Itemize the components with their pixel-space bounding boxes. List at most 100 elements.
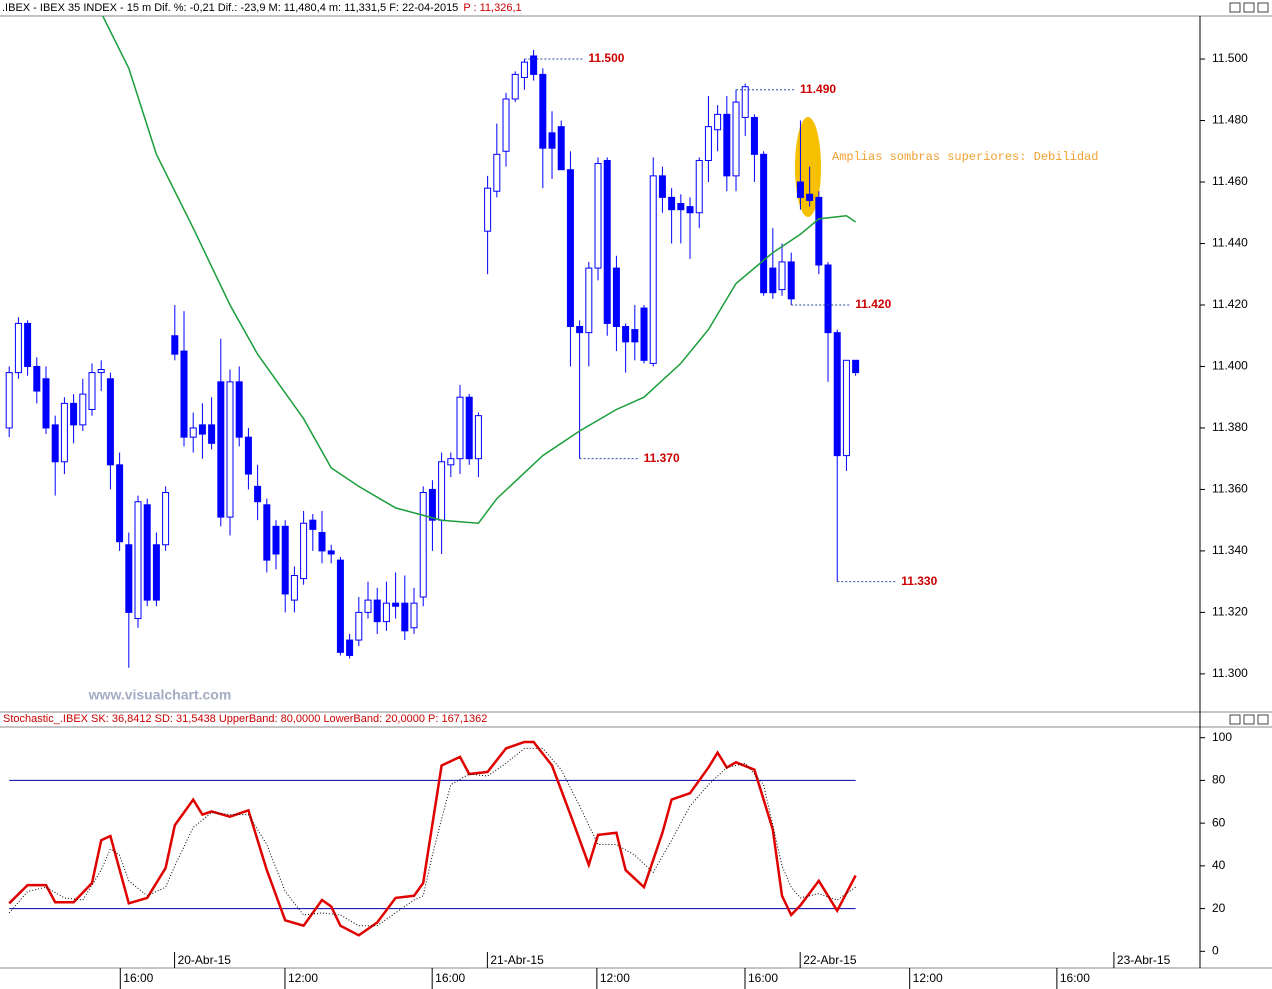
stochastic-line [8, 740, 857, 937]
candle-body [456, 396, 464, 460]
candle-body [622, 325, 630, 343]
x-tick-label: 12:00 [288, 971, 318, 985]
candle-body [566, 169, 574, 327]
y-tick-label: 11.400 [1212, 359, 1248, 373]
y-tick-label: 11.340 [1212, 543, 1248, 557]
header-info: .IBEX - IBEX 35 INDEX - 15 m Dif. %: -0,… [2, 2, 458, 14]
header-price: P : 11,326,1 [463, 2, 521, 14]
candle-body [198, 424, 206, 435]
candle-body [778, 261, 786, 291]
y-tick-label: 11.480 [1212, 113, 1248, 127]
y-tick-label: 11.460 [1212, 174, 1248, 188]
candle-body [787, 261, 795, 300]
candle-body [263, 504, 271, 561]
candle-body [824, 264, 832, 334]
y-tick-label: 40 [1212, 858, 1226, 872]
x-tick-label: 16:00 [435, 971, 465, 985]
candle-body [465, 396, 473, 460]
y-tick-label: 11.440 [1212, 236, 1248, 250]
candle-body [318, 531, 326, 552]
x-tick-label: 16:00 [1060, 971, 1090, 985]
candle-body [686, 206, 694, 214]
candle-body [309, 519, 317, 530]
candle-body [226, 381, 234, 518]
candle-body [631, 329, 639, 343]
candle-body [750, 116, 758, 155]
candle-body [364, 599, 372, 613]
day-tick-label: 20-Abr-15 [178, 953, 232, 967]
candle-body [695, 159, 703, 214]
candle-body [217, 381, 225, 518]
candle-body [5, 372, 13, 429]
day-tick-label: 21-Abr-15 [490, 953, 544, 967]
maximize-button[interactable] [1243, 714, 1255, 725]
candle-body [714, 113, 722, 131]
y-tick-label: 20 [1212, 901, 1226, 915]
header-text: .IBEX - IBEX 35 INDEX - 15 m Dif. %: -0,… [2, 2, 522, 14]
candle-body [557, 126, 565, 171]
candle-body [244, 436, 252, 475]
candle-body [42, 378, 50, 429]
candle-body [493, 153, 501, 192]
candle-body [548, 132, 556, 149]
candle-body [806, 193, 814, 201]
candle-body [484, 187, 492, 232]
candle-body [152, 544, 160, 601]
y-tick-label: 0 [1212, 943, 1219, 957]
stochastic-plot [8, 740, 857, 937]
candle-body [428, 488, 436, 521]
candle-body [658, 175, 666, 198]
candle-body [290, 575, 298, 601]
candle-body [732, 101, 740, 177]
candle-body [539, 73, 547, 149]
minimize-button[interactable] [1229, 714, 1241, 725]
candle-body [88, 372, 96, 410]
maximize-button[interactable] [1243, 2, 1255, 13]
candle-body [852, 359, 860, 374]
candle-body [842, 359, 850, 457]
level-label: 11.490 [800, 82, 836, 96]
level-label: 11.370 [644, 451, 680, 465]
y-tick-label: 11.360 [1212, 482, 1248, 496]
candle-body [576, 325, 584, 334]
candle-body [447, 458, 455, 466]
candle-body [143, 504, 151, 601]
candle-body [336, 559, 344, 653]
candle-body [346, 639, 354, 656]
stochastic-title: Stochastic_.IBEX SK: 36,8412 SD: 31,5438… [3, 713, 487, 725]
candle-body [438, 461, 446, 521]
candle-body [401, 602, 409, 632]
stochastic-line [8, 747, 856, 927]
day-tick-label: 23-Abr-15 [1117, 953, 1171, 967]
close-button[interactable] [1257, 714, 1269, 725]
watermark: www.visualchart.com [88, 687, 232, 703]
candle-body [116, 464, 124, 543]
level-label: 11.500 [588, 51, 624, 65]
candle-body [382, 602, 390, 623]
candle-body [474, 415, 482, 460]
candle-body [180, 350, 188, 438]
candle-body [585, 267, 593, 334]
y-tick-label: 11.420 [1212, 297, 1248, 311]
window-buttons[interactable] [1229, 2, 1269, 725]
candle-body [741, 86, 749, 118]
candle-body [511, 73, 519, 100]
candle-body [171, 335, 179, 355]
candle-body [254, 485, 262, 503]
y-tick-label: 11.320 [1212, 605, 1248, 619]
candle-body [281, 525, 289, 595]
candle-body [649, 175, 657, 364]
candle-body [79, 393, 87, 426]
candle-body [815, 196, 823, 266]
candle-body [189, 427, 197, 438]
x-tick-label: 12:00 [600, 971, 630, 985]
y-tick-label: 11.380 [1212, 420, 1248, 434]
candle-body [760, 153, 768, 294]
level-label: 11.420 [855, 297, 891, 311]
close-button[interactable] [1257, 2, 1269, 13]
minimize-button[interactable] [1229, 2, 1241, 13]
candle-body [97, 369, 105, 374]
level-label: 11.330 [901, 574, 937, 588]
